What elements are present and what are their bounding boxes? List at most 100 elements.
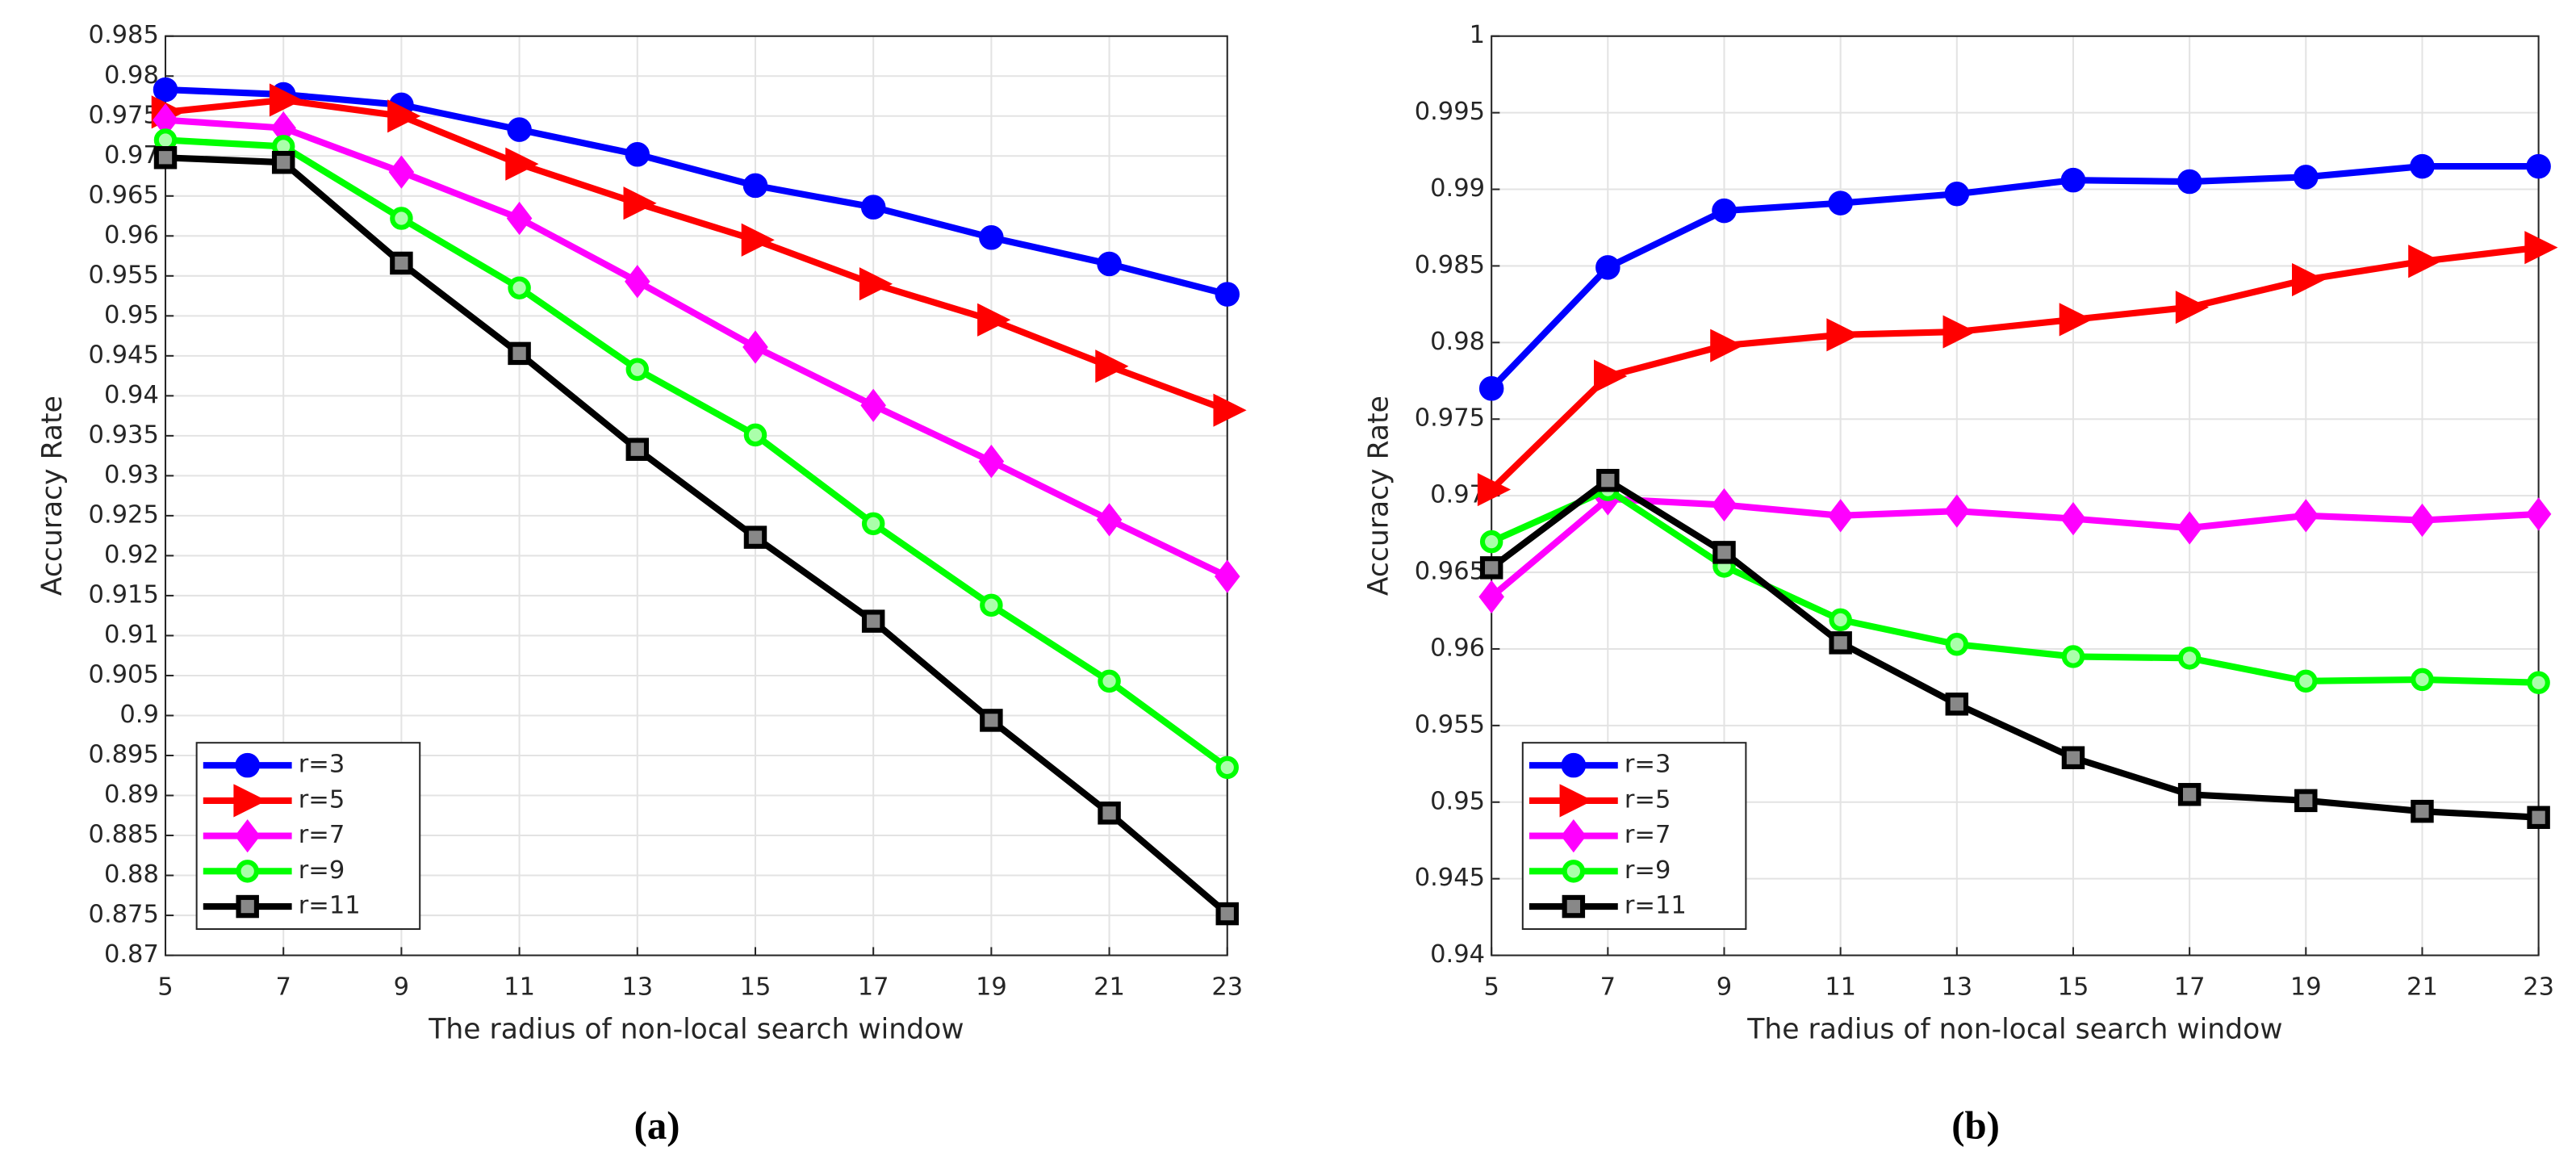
marker — [1945, 633, 1969, 656]
y-tick-label: 0.89 — [104, 781, 159, 809]
y-tick-label: 0.87 — [104, 940, 159, 969]
y-tick-label: 0.895 — [89, 740, 159, 768]
marker — [743, 423, 767, 447]
marker — [2061, 645, 2085, 668]
y-tick-label: 0.96 — [104, 221, 159, 249]
y-tick-label: 0.985 — [1415, 251, 1485, 279]
marker — [236, 860, 259, 883]
marker — [2526, 153, 2551, 179]
marker — [2294, 165, 2319, 190]
marker — [2177, 783, 2202, 806]
marker — [1712, 198, 1737, 224]
legend-label: r=9 — [1625, 856, 1671, 885]
marker — [1828, 190, 1853, 216]
marker — [1479, 529, 1503, 554]
marker — [2411, 799, 2434, 823]
x-tick-label: 5 — [1483, 973, 1499, 1002]
marker — [860, 195, 886, 220]
marker — [1561, 818, 1587, 853]
marker — [2061, 746, 2085, 769]
marker — [1712, 541, 1736, 564]
marker — [1479, 556, 1503, 580]
marker — [506, 201, 533, 236]
y-axis-label: Accuracy Rate — [1362, 396, 1395, 596]
marker — [1098, 669, 1121, 693]
marker — [1826, 318, 1860, 352]
y-tick-label: 0.95 — [104, 301, 159, 329]
marker — [1562, 860, 1586, 883]
marker — [2294, 789, 2318, 813]
x-tick-label: 7 — [275, 973, 291, 1002]
y-tick-label: 0.95 — [1430, 787, 1485, 815]
x-tick-label: 15 — [740, 973, 772, 1002]
x-tick-label: 7 — [1600, 973, 1616, 1002]
x-tick-label: 17 — [858, 973, 889, 1002]
marker — [233, 784, 267, 818]
marker — [2411, 668, 2434, 692]
marker — [2059, 303, 2093, 337]
y-tick-label: 0.985 — [89, 21, 159, 49]
y-tick-label: 0.975 — [1415, 404, 1485, 433]
marker — [2527, 806, 2550, 829]
y-tick-label: 0.915 — [89, 580, 159, 609]
marker — [235, 752, 260, 778]
plot-frame — [164, 35, 1228, 956]
x-tick-label: 19 — [2290, 973, 2322, 1002]
marker — [1215, 282, 1240, 307]
y-tick-label: 0.925 — [89, 500, 159, 529]
marker — [979, 225, 1004, 250]
y-tick-label: 0.88 — [104, 860, 159, 889]
marker — [1944, 494, 1970, 528]
legend-label: r=7 — [1625, 821, 1671, 849]
series-line — [1489, 477, 2539, 821]
caption: (b) — [1951, 1103, 2000, 1147]
marker — [1559, 784, 1593, 818]
marker — [625, 358, 650, 381]
marker — [2293, 499, 2319, 533]
marker — [2177, 647, 2202, 670]
legend-label: r=11 — [299, 892, 361, 920]
marker — [1095, 350, 1129, 383]
x-tick-label: 11 — [504, 973, 535, 1002]
x-tick-label: 23 — [1211, 973, 1243, 1002]
x-tick-label: 9 — [394, 973, 409, 1002]
marker — [861, 609, 885, 633]
marker — [1098, 802, 1121, 825]
y-tick-label: 0.975 — [89, 101, 159, 129]
marker — [980, 709, 1003, 732]
y-tick-label: 0.91 — [104, 621, 159, 649]
marker — [387, 99, 421, 133]
series-line — [1489, 495, 2539, 600]
marker — [234, 818, 261, 853]
marker — [390, 207, 413, 230]
marker — [153, 77, 178, 103]
marker — [1594, 359, 1628, 393]
y-tick-label: 0.94 — [1430, 940, 1485, 969]
marker — [153, 146, 178, 170]
marker — [861, 512, 885, 536]
marker — [2175, 291, 2209, 324]
marker — [1596, 468, 1620, 492]
x-tick-label: 13 — [621, 973, 653, 1002]
marker — [1477, 472, 1512, 507]
y-tick-label: 0.875 — [89, 901, 159, 929]
marker — [1562, 894, 1586, 919]
marker — [977, 303, 1011, 337]
series-line — [1490, 486, 2539, 686]
y-tick-label: 0.96 — [1430, 634, 1485, 662]
marker — [1945, 693, 1969, 716]
marker — [1213, 393, 1247, 427]
marker — [2409, 503, 2436, 538]
marker — [1478, 376, 1504, 401]
x-axis-label: The radius of non-local search window — [1746, 1014, 2282, 1046]
y-tick-label: 0.965 — [1415, 558, 1485, 586]
x-tick-label: 11 — [1825, 973, 1856, 1002]
y-tick-label: 0.965 — [89, 181, 159, 209]
x-tick-label: 17 — [2174, 973, 2206, 1002]
marker — [2177, 169, 2202, 195]
marker — [508, 341, 531, 366]
marker — [742, 330, 768, 364]
marker — [269, 83, 303, 117]
marker — [2525, 497, 2552, 531]
